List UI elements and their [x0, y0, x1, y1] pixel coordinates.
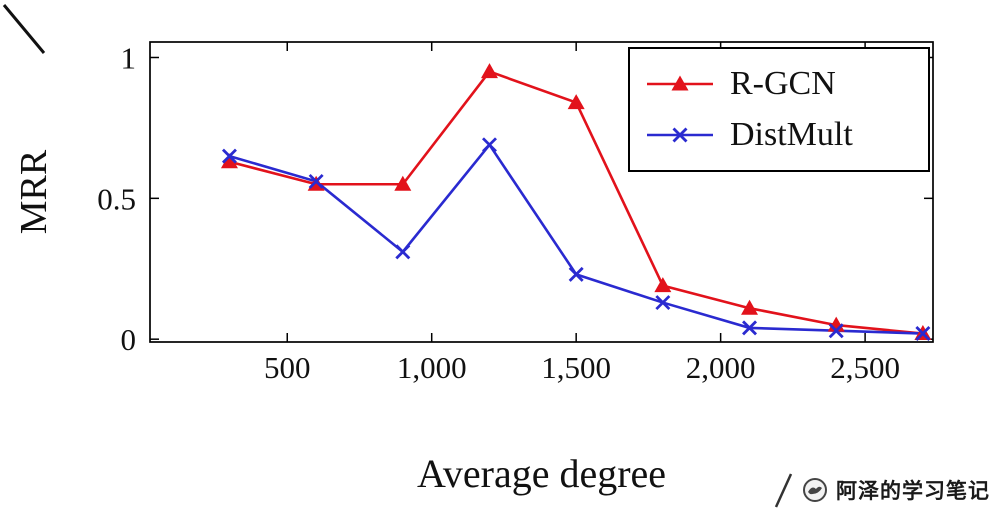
crop-mark-top-left-icon	[2, 4, 46, 54]
svg-text:1: 1	[121, 40, 137, 75]
x-axis-label: Average degree	[416, 451, 667, 496]
svg-text:500: 500	[264, 350, 311, 385]
svg-text:2,000: 2,000	[686, 350, 756, 385]
svg-text:1,000: 1,000	[397, 350, 467, 385]
svg-text:0: 0	[121, 322, 137, 357]
legend-label-rgcn: R-GCN	[730, 64, 836, 102]
y-axis-label: MRR	[13, 149, 55, 235]
svg-text:1,500: 1,500	[541, 350, 611, 385]
legend-marker-rgcn	[647, 75, 713, 91]
watermark-logo-icon	[803, 478, 827, 502]
watermark: 阿泽的学习笔记	[774, 471, 990, 509]
legend-item-rgcn: R-GCN	[630, 64, 928, 102]
legend-item-distmult: DistMult	[630, 118, 928, 152]
legend-label-distmult: DistMult	[730, 116, 853, 154]
legend-marker-distmult	[647, 127, 713, 143]
legend: R-GCN DistMult	[628, 47, 930, 172]
crop-mark-bottom-right-icon	[774, 473, 793, 508]
watermark-text: 阿泽的学习笔记	[836, 479, 990, 503]
svg-text:0.5: 0.5	[97, 181, 136, 216]
svg-text:2,500: 2,500	[830, 350, 900, 385]
